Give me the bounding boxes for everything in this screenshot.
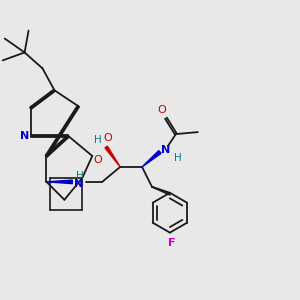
Text: O: O [158,105,166,115]
Text: O: O [94,155,103,165]
Polygon shape [105,146,120,167]
Polygon shape [46,180,72,184]
Text: H: H [76,171,84,181]
Polygon shape [142,151,161,167]
Text: F: F [168,238,176,248]
Text: N: N [161,145,171,155]
Text: N: N [20,131,29,141]
Text: H: H [94,135,102,145]
Text: N: N [74,179,83,189]
Text: H: H [174,153,182,163]
Text: O: O [104,133,112,143]
